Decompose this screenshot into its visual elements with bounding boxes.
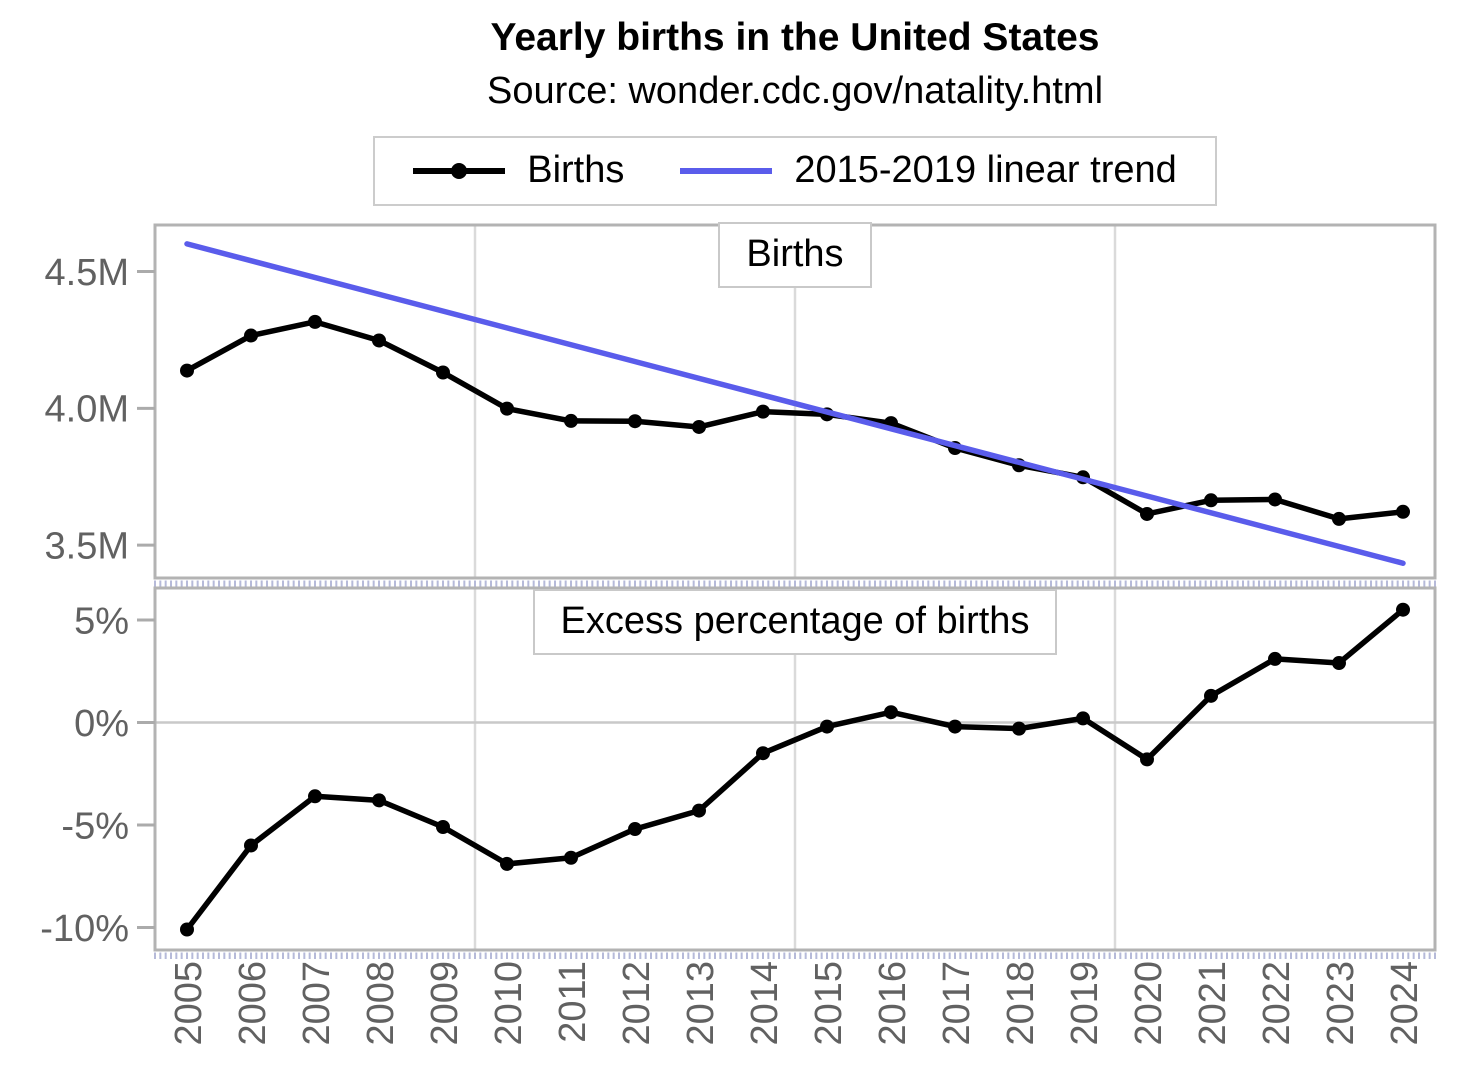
panel-border [153,586,1437,952]
data-point [948,719,962,734]
data-point [500,401,514,416]
x-tick-label: 2011 [552,961,594,1043]
y-tick-label: 4.0M [45,389,129,431]
x-tick-label: 2024 [1384,961,1426,1046]
x-tick-label: 2016 [872,961,914,1046]
data-point [756,746,770,761]
data-point [1204,688,1218,703]
chart-title: Yearly births in the United States [490,16,1100,59]
legend-label-trend: 2015-2019 linear trend [794,149,1177,191]
x-tick-label: 2020 [1128,961,1170,1046]
x-tick-label: 2013 [680,961,722,1046]
series-line [184,241,1406,566]
series-line [184,319,1406,522]
data-point [308,789,322,804]
data-point [1012,721,1026,736]
y-tick-label: 0% [74,703,129,745]
data-point [1396,504,1410,519]
x-tick-label: 2012 [616,961,658,1046]
legend-item-trend: 2015-2019 linear trend [680,149,1177,192]
x-tick-label: 2021 [1192,961,1234,1046]
x-tick-label: 2015 [808,961,850,1046]
y-tick-label: 4.5M [45,252,129,294]
y-tick-label: -5% [61,805,129,847]
data-point [244,328,258,343]
data-point [372,793,386,808]
y-tick-label: 3.5M [45,525,129,567]
x-tick-label: 2010 [488,961,530,1046]
data-point [436,365,450,380]
panel-label-births: Births [718,222,872,288]
data-point [1204,493,1218,508]
data-point [1396,602,1410,617]
data-point [628,822,642,837]
data-point [180,363,194,378]
data-point [1140,506,1154,521]
x-tick-label: 2005 [168,961,210,1046]
data-point [500,856,514,871]
data-point [1076,711,1090,726]
x-tick-label: 2009 [424,961,466,1046]
x-tick-label: 2023 [1320,961,1362,1046]
x-tick-label: 2007 [296,961,338,1046]
y-tick-label: 5% [74,600,129,642]
data-point [1332,656,1346,671]
chart-subtitle: Source: wonder.cdc.gov/natality.html [486,70,1104,112]
births-marker-icon [451,162,468,179]
births-panel-label-wrap: Births [155,222,1435,288]
data-point [884,705,898,720]
data-point [372,333,386,348]
data-point [692,803,706,818]
x-tick-label: 2006 [232,961,274,1046]
legend-wrap: Births 2015-2019 linear trend [155,136,1435,206]
births-line-icon [413,162,506,179]
data-point [1268,651,1282,666]
data-point [308,314,322,329]
data-point [564,850,578,865]
data-point [1332,511,1346,526]
data-point [244,838,258,853]
x-tick-label: 2018 [1000,961,1042,1046]
x-tick-label: 2019 [1064,961,1106,1046]
x-tick-label: 2017 [936,961,978,1046]
data-point [756,404,770,419]
data-point [820,719,834,734]
y-tick-label: -10% [40,908,129,950]
data-point [564,413,578,428]
x-tick-label: 2022 [1256,961,1298,1046]
data-point [1268,492,1282,507]
legend-label-births: Births [527,149,625,191]
trend-line-icon [680,167,773,174]
legend: Births 2015-2019 linear trend [373,136,1217,206]
excess-panel-label-wrap: Excess percentage of births [155,589,1435,655]
panel-label-excess: Excess percentage of births [532,589,1058,655]
series-line [184,606,1406,933]
x-tick-label: 2014 [744,961,786,1046]
x-tick-label: 2008 [360,961,402,1046]
data-point [628,414,642,429]
legend-item-births: Births [413,149,625,192]
data-point [436,820,450,835]
data-point [180,922,194,937]
data-point [692,419,706,434]
data-point [1140,752,1154,767]
